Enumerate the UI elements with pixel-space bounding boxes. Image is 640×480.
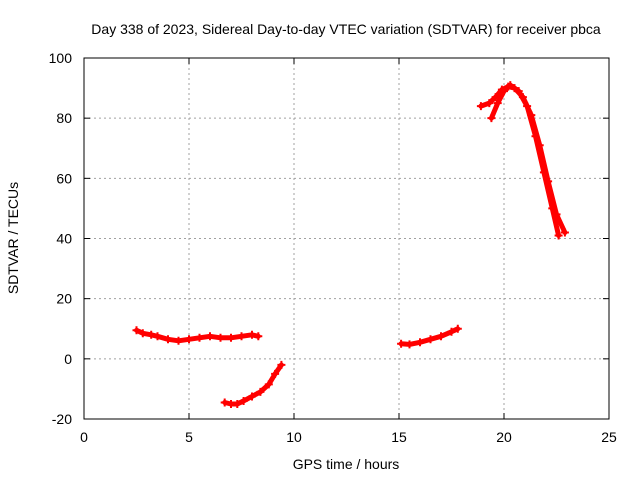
x-tick-label: 25 xyxy=(601,429,617,445)
data-point xyxy=(539,168,548,177)
data-series xyxy=(132,81,569,408)
data-point xyxy=(531,132,540,141)
data-point xyxy=(132,326,141,335)
grid xyxy=(84,58,609,419)
series-segment-1 xyxy=(132,326,263,345)
series-segment-3 xyxy=(397,324,462,349)
data-point xyxy=(500,87,508,96)
y-tick-label: 60 xyxy=(56,170,72,186)
data-point xyxy=(476,102,485,111)
data-point xyxy=(523,102,532,111)
x-tick-label: 15 xyxy=(391,429,407,445)
data-point xyxy=(554,231,563,240)
data-point xyxy=(220,398,229,407)
data-point xyxy=(227,333,235,342)
data-point xyxy=(397,339,406,348)
x-tick-label: 10 xyxy=(286,429,302,445)
data-point xyxy=(147,330,156,339)
data-point xyxy=(254,332,263,341)
data-point xyxy=(514,87,523,96)
data-point xyxy=(174,336,183,345)
data-point xyxy=(248,392,256,401)
y-tick-label: 100 xyxy=(49,50,73,66)
axis-ticks: 0 5 10 15 20 25 -20 0 20 40 60 80 100 xyxy=(49,50,617,445)
x-tick-label: 20 xyxy=(496,429,512,445)
y-tick-label: 0 xyxy=(64,351,72,367)
data-point xyxy=(248,330,256,339)
data-point xyxy=(447,327,456,336)
data-point xyxy=(185,335,193,344)
data-point xyxy=(271,369,280,378)
data-point xyxy=(437,332,445,341)
data-point xyxy=(206,332,214,341)
x-axis-label: GPS time / hours xyxy=(293,456,400,472)
y-axis-label: SDTVAR / TECUs xyxy=(5,182,21,294)
data-point xyxy=(548,204,557,213)
data-point xyxy=(485,99,494,108)
data-point xyxy=(264,380,273,389)
data-point xyxy=(195,333,204,342)
data-point xyxy=(493,99,502,108)
x-tick-label: 5 xyxy=(185,429,193,445)
data-point xyxy=(560,228,569,237)
data-point xyxy=(487,114,496,123)
data-point xyxy=(277,360,286,369)
series-line xyxy=(488,82,562,238)
y-tick-label: 40 xyxy=(56,231,72,247)
data-point xyxy=(237,332,246,341)
data-point xyxy=(405,340,414,349)
data-point xyxy=(256,387,265,396)
series-segment-5 xyxy=(487,81,563,240)
data-point xyxy=(416,338,424,347)
data-point xyxy=(426,335,435,344)
series-segment-2 xyxy=(220,360,286,408)
chart-title: Day 338 of 2023, Sidereal Day-to-day VTE… xyxy=(91,21,601,37)
data-point xyxy=(164,335,172,344)
data-point xyxy=(138,329,147,338)
data-point xyxy=(216,333,225,342)
y-tick-label: -20 xyxy=(52,411,72,427)
data-point xyxy=(233,399,242,408)
y-tick-label: 20 xyxy=(56,291,72,307)
x-tick-label: 0 xyxy=(80,429,88,445)
data-point xyxy=(506,81,515,90)
data-point xyxy=(453,324,462,333)
data-point xyxy=(153,332,162,341)
series-line xyxy=(222,362,284,407)
y-tick-label: 80 xyxy=(56,110,72,126)
data-point xyxy=(239,396,248,405)
